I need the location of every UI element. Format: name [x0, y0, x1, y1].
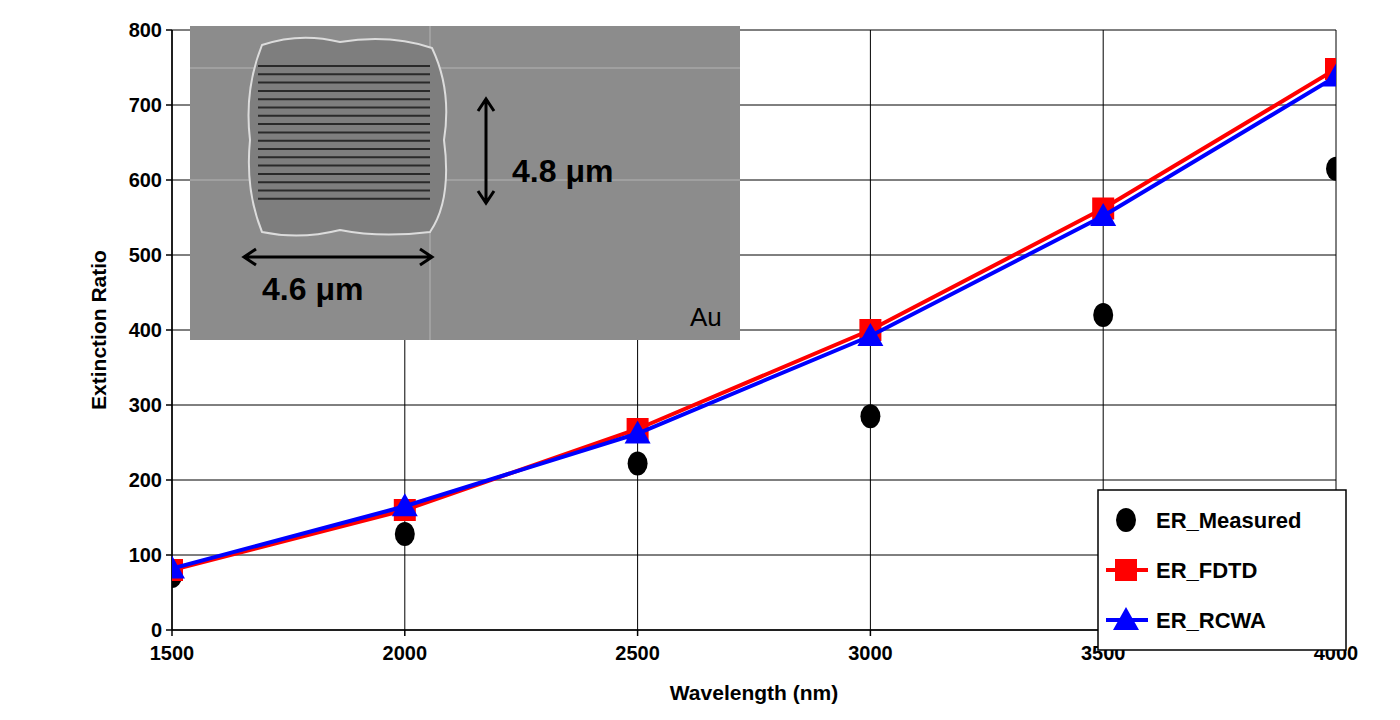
data-point: [1326, 157, 1336, 181]
y-tick-label: 100: [129, 544, 162, 566]
x-tick: [404, 630, 406, 636]
inset-grating-line: [258, 73, 430, 75]
inset-annotation: 4.6 μm: [262, 271, 363, 307]
legend: ER_Measured ER_FDTD ER_RCWA: [1098, 490, 1346, 650]
inset-annotation: 4.8 μm: [512, 153, 613, 189]
x-tick-label: 1500: [150, 642, 195, 664]
x-tick-label: 2000: [383, 642, 428, 664]
x-tick: [171, 630, 173, 636]
y-tick-label: 0: [151, 619, 162, 641]
legend-marker: [1113, 607, 1139, 630]
y-tick-label: 800: [129, 19, 162, 41]
data-point: [172, 556, 185, 579]
inset-image: 4.8 μm 4.6 μm Au: [190, 26, 740, 340]
chart: 0 100 200 300 400 500 600 700 800 1500 2000 2500 300…: [0, 0, 1400, 720]
legend-label: ER_Measured: [1156, 508, 1302, 533]
y-tick: [166, 254, 172, 256]
legend-label: ER_FDTD: [1156, 558, 1257, 583]
legend-box: [1098, 490, 1346, 650]
x-tick-label: 3000: [848, 642, 893, 664]
data-point: [392, 493, 418, 516]
inset-grating-line: [258, 123, 430, 125]
x-tick-label: 2500: [615, 642, 660, 664]
y-tick: [166, 329, 172, 331]
inset-arrow: [478, 99, 494, 203]
y-tick-label: 200: [129, 469, 162, 491]
inset-grating-line: [258, 107, 430, 109]
data-point: [625, 421, 651, 444]
y-tick: [166, 179, 172, 181]
inset-background: [190, 26, 740, 340]
inset-grating-line: [258, 140, 430, 142]
legend-marker: [1115, 559, 1137, 581]
inset-grating-line: [258, 131, 430, 133]
inset-grating-line: [258, 181, 430, 183]
y-tick: [166, 479, 172, 481]
data-point: [395, 522, 415, 546]
data-point: [860, 404, 880, 428]
y-axis-title: Extinction Ratio: [87, 250, 110, 410]
data-point: [628, 452, 648, 476]
inset-grating-line: [258, 98, 430, 100]
data-point: [1093, 303, 1113, 327]
y-tick: [166, 404, 172, 406]
y-grid-line: [172, 405, 1336, 406]
x-tick: [637, 630, 639, 636]
inset-pad: [249, 38, 447, 236]
y-tick: [166, 629, 172, 631]
inset-grating-line: [258, 115, 430, 117]
legend-label: ER_RCWA: [1156, 608, 1266, 633]
y-tick-label: 300: [129, 394, 162, 416]
data-point: [1323, 64, 1336, 87]
y-tick: [166, 104, 172, 106]
y-tick-label: 600: [129, 169, 162, 191]
inset-arrow: [244, 249, 432, 265]
plot-data: [172, 58, 1336, 588]
inset-grating-line: [258, 198, 430, 200]
x-axis-title: Wavelength (nm): [670, 681, 838, 704]
inset-grating-line: [258, 190, 430, 192]
y-tick-label: 500: [129, 244, 162, 266]
inset-grating-line: [258, 65, 430, 67]
x-tick: [870, 630, 872, 636]
y-grid-line: [172, 480, 1336, 481]
data-point: [1090, 203, 1116, 226]
y-tick-label: 700: [129, 94, 162, 116]
y-tick-label: 400: [129, 319, 162, 341]
inset-annotation: Au: [690, 302, 722, 332]
inset-grating-line: [258, 156, 430, 158]
y-tick: [166, 29, 172, 31]
inset-grating-line: [258, 90, 430, 92]
y-tick: [166, 554, 172, 556]
inset-grating-line: [258, 148, 430, 150]
data-point: [857, 323, 883, 346]
legend-marker: [1116, 508, 1136, 532]
inset-grating-line: [258, 165, 430, 167]
inset-grating-line: [258, 82, 430, 84]
inset-grating-line: [258, 173, 430, 175]
